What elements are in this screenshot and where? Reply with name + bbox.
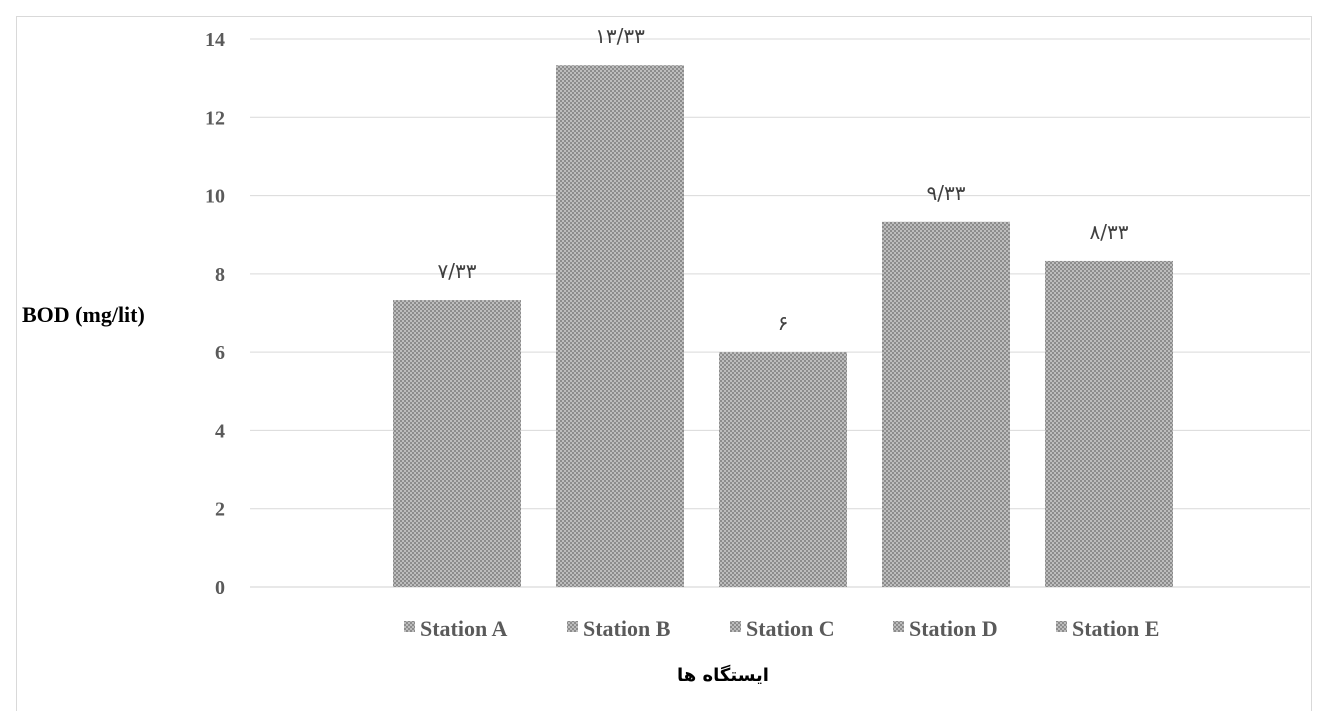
y-tick-label: 14 <box>205 29 225 51</box>
legend-label: Station B <box>583 616 671 641</box>
legend-item: Station B <box>567 616 671 641</box>
x-axis-label: ایستگاه ها <box>677 664 769 686</box>
bar-station-e <box>1045 260 1173 587</box>
y-tick-label: 6 <box>215 342 225 364</box>
bar-station-c <box>719 352 847 587</box>
legend-label: Station C <box>746 616 835 641</box>
legend-item: Station C <box>730 616 835 641</box>
data-label: ۱۳/۳۳ <box>595 24 645 48</box>
legend-swatch <box>730 621 741 632</box>
y-tick-label: 12 <box>205 107 225 129</box>
legend-item: Station D <box>893 616 998 641</box>
y-tick-label: 0 <box>215 577 225 599</box>
legend-swatch <box>404 621 415 632</box>
legend-swatch <box>893 621 904 632</box>
bar-station-b <box>556 65 684 588</box>
legend-swatch <box>1056 621 1067 632</box>
y-tick-label: 2 <box>215 499 225 521</box>
legend-label: Station D <box>909 616 998 641</box>
y-tick-label: 4 <box>215 420 225 442</box>
legend-swatch <box>567 621 578 632</box>
legend-label: Station E <box>1072 616 1159 641</box>
y-axis-label: BOD (mg/lit) <box>22 302 145 327</box>
data-label: ۷/۳۳ <box>438 259 477 283</box>
y-tick-label: 10 <box>205 186 225 208</box>
legend-item: Station E <box>1056 616 1159 641</box>
legend-label: Station A <box>420 616 508 641</box>
data-label: ۹/۳۳ <box>927 181 966 205</box>
bar-station-a <box>393 300 521 587</box>
y-tick-label: 8 <box>215 264 225 286</box>
bar-station-d <box>882 221 1010 587</box>
legend-item: Station A <box>404 616 508 641</box>
data-label: ۶ <box>778 311 789 335</box>
data-label: ۸/۳۳ <box>1090 220 1129 244</box>
